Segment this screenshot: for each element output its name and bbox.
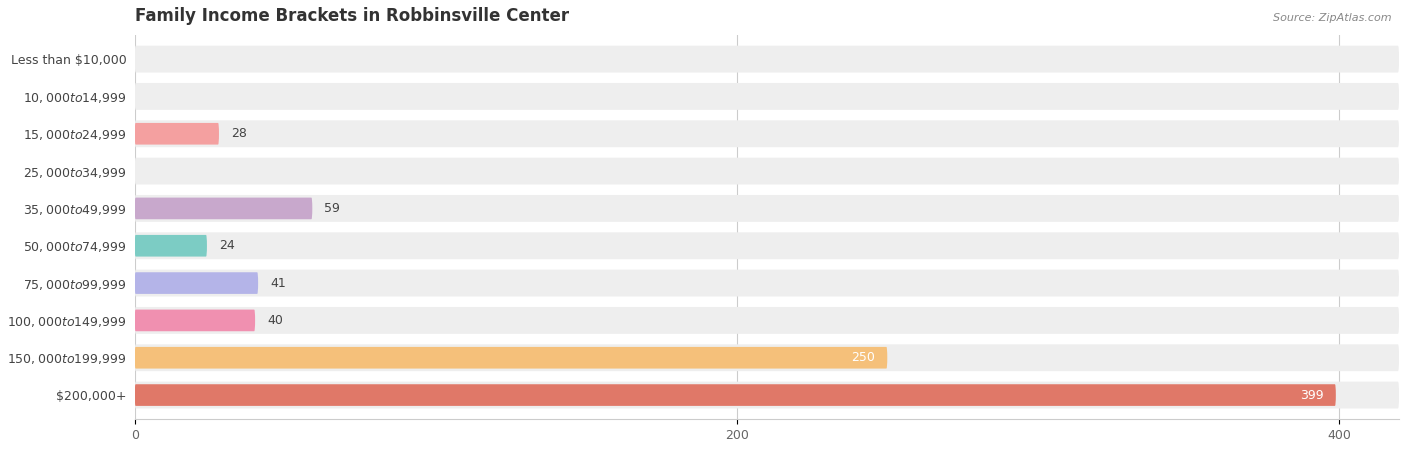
FancyBboxPatch shape <box>135 270 1399 296</box>
FancyBboxPatch shape <box>135 307 1399 334</box>
FancyBboxPatch shape <box>135 382 1399 409</box>
Text: 59: 59 <box>325 202 340 215</box>
Text: 41: 41 <box>270 277 285 290</box>
FancyBboxPatch shape <box>135 347 887 369</box>
FancyBboxPatch shape <box>135 83 1399 110</box>
FancyBboxPatch shape <box>135 235 207 256</box>
FancyBboxPatch shape <box>135 158 1399 185</box>
FancyBboxPatch shape <box>135 344 1399 371</box>
FancyBboxPatch shape <box>135 309 254 331</box>
FancyBboxPatch shape <box>135 46 1399 73</box>
FancyBboxPatch shape <box>135 195 1399 222</box>
Text: 24: 24 <box>219 239 235 252</box>
Text: 250: 250 <box>852 351 876 364</box>
FancyBboxPatch shape <box>135 384 1336 406</box>
FancyBboxPatch shape <box>135 272 259 294</box>
Text: Source: ZipAtlas.com: Source: ZipAtlas.com <box>1274 13 1392 23</box>
FancyBboxPatch shape <box>135 123 219 145</box>
Text: 40: 40 <box>267 314 283 327</box>
FancyBboxPatch shape <box>135 120 1399 147</box>
Text: 28: 28 <box>231 127 247 140</box>
Text: 399: 399 <box>1301 388 1324 401</box>
FancyBboxPatch shape <box>135 198 312 219</box>
FancyBboxPatch shape <box>135 232 1399 259</box>
Text: Family Income Brackets in Robbinsville Center: Family Income Brackets in Robbinsville C… <box>135 7 569 25</box>
